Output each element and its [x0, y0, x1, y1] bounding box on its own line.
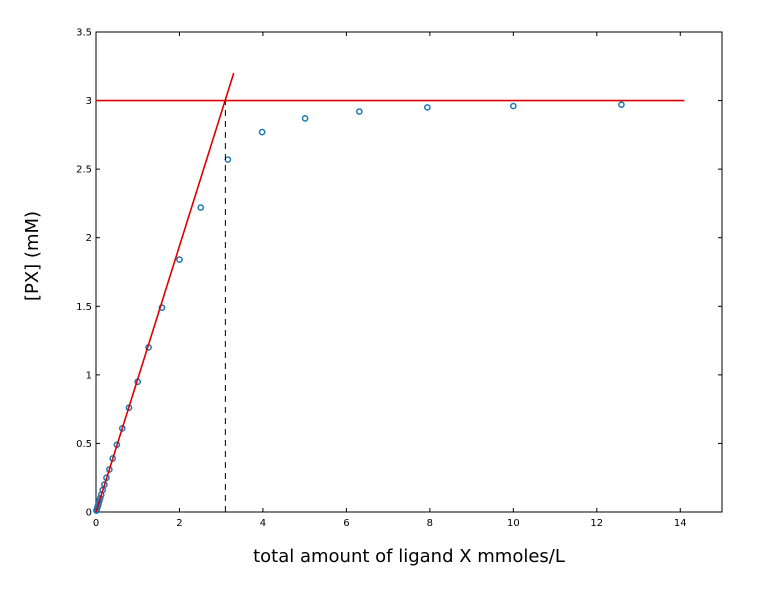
data-point	[224, 156, 232, 163]
x-tick-label: 12	[590, 518, 603, 529]
y-tick-label: 3.5	[76, 28, 92, 39]
x-tick-label: 8	[427, 518, 433, 529]
x-tick-label: 6	[343, 518, 349, 529]
data-point	[618, 101, 625, 109]
x-tick-label: 14	[674, 518, 687, 529]
x-axis-label: total amount of ligand X mmoles/L	[253, 546, 565, 567]
y-tick-label: 0.5	[76, 439, 92, 450]
y-tick-label: 0	[86, 508, 92, 519]
data-point	[424, 104, 431, 111]
y-tick-label: 1	[86, 370, 92, 381]
x-tick-label: 0	[93, 518, 99, 529]
y-tick-label: 3	[86, 96, 92, 107]
fit-line	[95, 72, 235, 513]
x-tick-label: 2	[176, 518, 182, 529]
y-tick-label: 1.5	[76, 302, 92, 313]
y-axis-label: [PX] (mM)	[22, 211, 43, 301]
data-point	[355, 108, 363, 115]
x-tick-label: 10	[507, 518, 520, 529]
y-tick-label: 2	[86, 233, 92, 244]
data-point	[197, 204, 205, 211]
ticks: 0 2 4 6 8 10 12 14 0 0.5 1 1.5 2 2.5 3 3.5	[76, 28, 722, 529]
y-tick-label: 2.5	[76, 165, 92, 176]
data-marks	[93, 72, 685, 514]
data-point	[301, 115, 309, 122]
data-point	[258, 128, 266, 136]
plot-frame	[95, 31, 723, 513]
data-point	[176, 256, 183, 264]
data-point	[509, 102, 517, 110]
x-tick-label: 4	[260, 518, 266, 529]
